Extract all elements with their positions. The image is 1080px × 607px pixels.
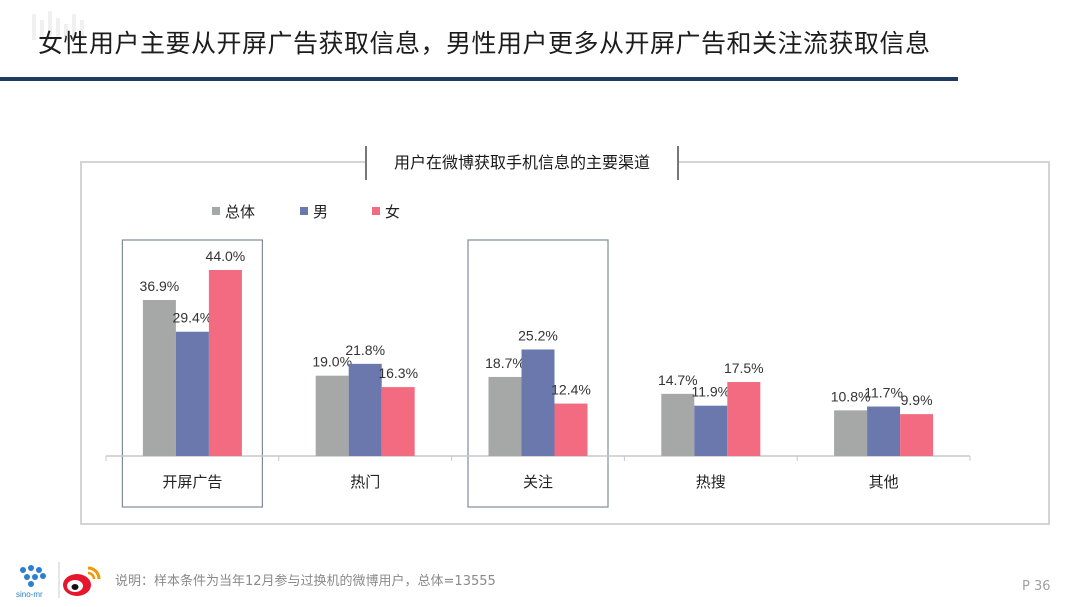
legend-label: 女: [385, 203, 400, 221]
bar-male: [694, 405, 728, 456]
brand-text: sino-mr: [16, 590, 43, 599]
bar-value-label: 11.7%: [864, 385, 903, 401]
bar-value-label: 21.8%: [345, 342, 385, 358]
bar-value-label: 16.3%: [378, 365, 418, 381]
category-label: 热搜: [696, 473, 726, 491]
bar-value-label: 18.7%: [485, 355, 525, 371]
highlight-box-0: [121, 239, 264, 508]
category-label: 关注: [523, 473, 553, 491]
bar-total: [315, 375, 349, 456]
bar-value-label: 36.9%: [140, 278, 180, 294]
bar-male: [175, 331, 209, 456]
bar-male: [867, 406, 901, 456]
legend-swatch: [372, 207, 380, 215]
bar-total: [661, 393, 695, 456]
slide-title: 女性用户主要从开屏广告获取信息，男性用户更多从开屏广告和关注流获取信息: [38, 29, 931, 58]
category-label: 开屏广告: [162, 473, 222, 491]
title-divider: [0, 77, 958, 81]
bar-total: [834, 410, 868, 456]
bar-value-label: 17.5%: [724, 360, 764, 376]
weibo-logo-icon: [58, 562, 101, 598]
bar-value-label: 11.9%: [691, 384, 730, 400]
bar-male: [521, 349, 555, 456]
bar-female: [727, 382, 761, 456]
bar-female: [208, 270, 242, 456]
bar-male: [348, 363, 382, 456]
bar-value-label: 29.4%: [173, 310, 213, 326]
category-label: 热门: [350, 473, 380, 491]
bar-value-label: 19.0%: [312, 354, 352, 370]
legend-label: 总体: [225, 203, 255, 221]
watermark-logo-icon: [32, 11, 84, 40]
bar-value-label: 12.4%: [551, 382, 591, 398]
bar-total: [142, 300, 176, 456]
highlight-box-2: [467, 239, 609, 508]
chart-title: 用户在微博获取手机信息的主要渠道: [365, 146, 679, 180]
bar-total: [488, 376, 522, 456]
bar-female: [554, 403, 588, 456]
bar-value-label: 44.0%: [206, 248, 246, 264]
bar-value-label: 10.8%: [831, 388, 871, 404]
page-number: P 36: [1022, 579, 1051, 594]
legend-swatch: [212, 207, 220, 215]
bar-female: [900, 414, 934, 456]
category-label: 其他: [869, 473, 899, 491]
footnote: 说明：样本条件为当年12月参与过换机的微博用户，总体=13555: [115, 574, 496, 589]
bar-value-label: 14.7%: [658, 372, 698, 388]
sino-mr-logo-icon: sino-mr: [16, 565, 46, 599]
bar-value-label: 9.9%: [901, 392, 933, 408]
bar-female: [381, 387, 415, 456]
legend-label: 男: [313, 203, 328, 221]
legend-swatch: [300, 207, 308, 215]
bar-value-label: 25.2%: [518, 327, 558, 343]
